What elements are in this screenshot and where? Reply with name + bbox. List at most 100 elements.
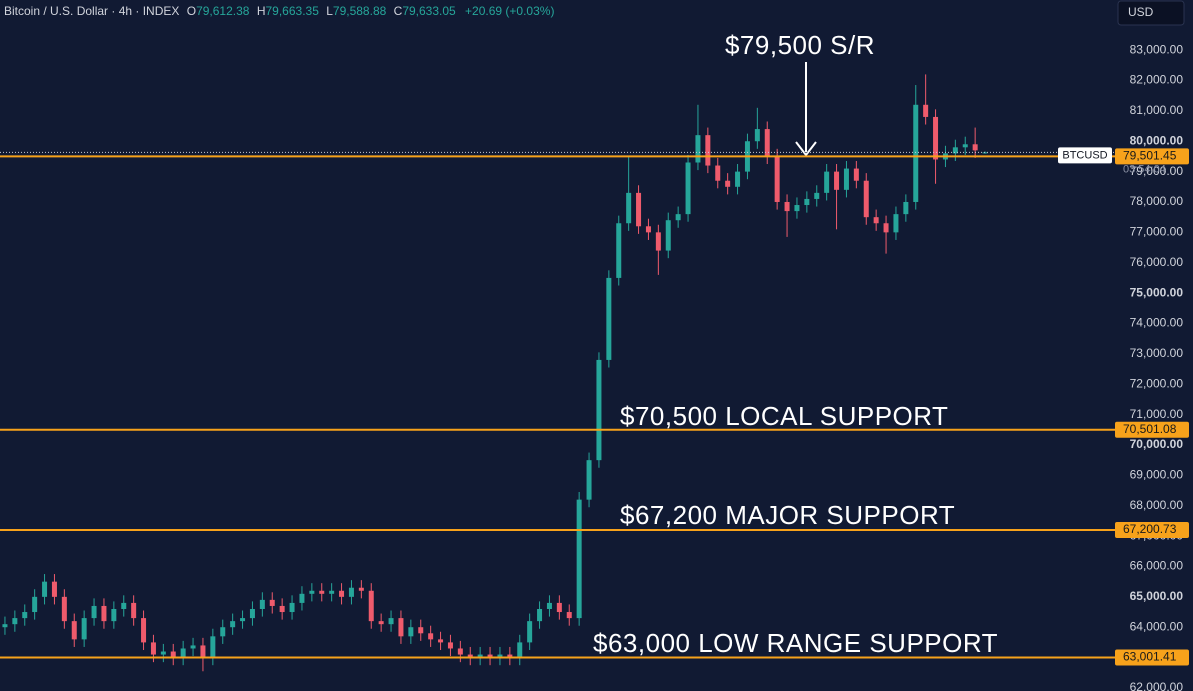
candle-body [418,627,424,634]
y-tick-label: 73,000.00 [1130,346,1184,360]
candle-body [467,654,473,658]
low-value: 79,588.88 [333,4,387,18]
close-value: 79,633.05 [402,4,456,18]
annotation: $67,200 MAJOR SUPPORT [620,500,955,530]
candle-body [645,226,651,233]
level-label: 67,200.73 [1123,522,1177,536]
candle-body [358,587,364,591]
candle-body [61,596,67,622]
y-tick-label: 75,000.00 [1130,285,1184,299]
candle-body [71,621,77,640]
candle-body [834,171,840,190]
candle-body [972,144,978,151]
y-tick-label: 83,000.00 [1130,42,1184,56]
candle-body [269,599,275,606]
candle-body [715,165,721,181]
candle-body [220,627,226,637]
y-tick-label: 71,000.00 [1130,407,1184,421]
y-tick-label: 68,000.00 [1130,498,1184,512]
candle-body [477,654,483,658]
candle-body [804,198,810,206]
candle-body [289,602,295,613]
level-label: 70,501.08 [1123,422,1177,436]
candle-body [309,590,315,594]
candle-body [51,581,57,597]
candle-body [190,645,196,649]
candle-body [299,593,305,603]
candle-body [497,654,503,658]
symbol-label: BTCUSD [1062,149,1107,161]
level-label-box [1115,148,1189,165]
candle-body [131,602,137,619]
candle-body [784,201,790,212]
currency-label[interactable]: USD [1128,5,1154,19]
y-tick-label: 65,000.00 [1130,589,1184,603]
y-tick-label: 76,000.00 [1130,255,1184,269]
candle-body [517,642,523,658]
candle-body [91,605,97,619]
candle-body [843,168,849,190]
candle-body [566,612,572,619]
candle-body [883,223,889,233]
candle-body [903,201,909,215]
candle-body [42,581,48,597]
h-label: H [257,4,266,18]
candle-body [537,608,543,622]
candle-body [982,152,988,154]
candle-body [259,599,265,609]
annotation: $70,500 LOCAL SUPPORT [620,401,948,431]
candle-body [764,129,770,157]
y-tick-label: 81,000.00 [1130,103,1184,117]
y-tick-label: 72,000.00 [1130,376,1184,390]
candle-body [329,590,335,594]
candle-body [279,605,285,613]
candle-body [933,116,939,160]
candle-body [408,627,414,637]
candle-body [348,587,354,597]
y-tick-label: 64,000.00 [1130,619,1184,633]
y-tick-label: 78,000.00 [1130,194,1184,208]
candle-body [725,180,731,187]
y-tick-label: 62,000.00 [1130,680,1184,691]
candle-body [22,612,28,619]
candle-body [774,156,780,202]
candle-body [685,162,691,215]
l-label: L [326,4,333,18]
candle-body [398,618,404,637]
candle-body [695,135,701,163]
candle-body [735,171,741,187]
y-tick-label: 70,000.00 [1130,437,1184,451]
symbol-box [1058,147,1112,164]
y-tick-label: 77,000.00 [1130,225,1184,239]
candle-body [655,232,661,251]
y-tick-label: 74,000.00 [1130,316,1184,330]
y-tick-label: 66,000.00 [1130,559,1184,573]
level-label-box [1115,421,1189,438]
currency-button[interactable] [1117,0,1185,26]
candle-body [170,651,176,658]
candle-body [893,214,899,233]
candle-body [457,648,463,655]
candle-body [913,104,919,202]
countdown: 03:54:04 [1123,163,1166,175]
level-label-box [1115,649,1189,666]
candle-body [378,621,384,625]
candle-body [210,636,216,658]
level-label: 63,001.41 [1123,650,1177,664]
open-value: 79,612.38 [196,4,250,18]
candle-body [160,651,166,655]
candle-body [665,220,671,251]
candle-body [873,217,879,224]
candle-body [546,602,552,609]
candle-body [368,590,374,622]
candle-body [824,171,830,193]
candle-body [596,359,602,461]
level-label-box [1115,521,1189,538]
candle-body [319,590,325,594]
annotation: $63,000 LOW RANGE SUPPORT [593,628,998,658]
candle-body [923,104,929,117]
candle-body [339,590,345,597]
candle-body [814,192,820,199]
